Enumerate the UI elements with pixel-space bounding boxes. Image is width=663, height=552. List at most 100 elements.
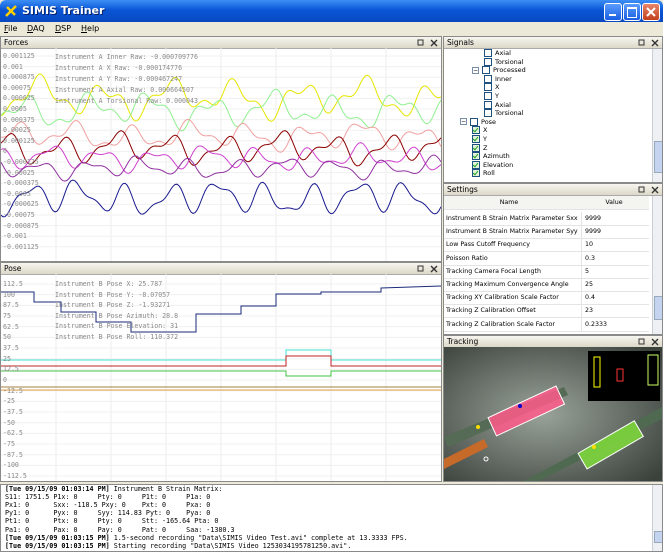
minimize-button[interactable] [604, 3, 622, 21]
setting-value: 9999 [581, 212, 601, 225]
table-row[interactable]: Instrument B Strain Matrix Parameter Syy… [444, 225, 649, 239]
checkbox[interactable] [472, 126, 480, 134]
checkbox[interactable] [484, 75, 492, 83]
readout: Instrument B Pose Elevation: 31 [55, 322, 178, 330]
tree-item[interactable]: Elevation [472, 161, 513, 169]
scrollbar[interactable] [652, 196, 662, 335]
axis-label: -0.000375 [3, 179, 39, 187]
checkbox[interactable] [484, 83, 492, 91]
checkbox[interactable] [472, 135, 480, 143]
expander[interactable]: − [472, 67, 479, 74]
setting-value: 9999 [581, 225, 601, 238]
axis-label: 87.5 [3, 301, 19, 309]
setting-value: 0.3 [581, 252, 595, 265]
log-timestamp: [Tue 09/15/09 01:03:14 PM] [5, 485, 110, 493]
tree-label: Axial [495, 49, 511, 57]
tracking-panel: Tracking [443, 335, 663, 482]
float-button[interactable] [639, 187, 644, 192]
close-button[interactable] [642, 3, 660, 21]
float-button[interactable] [418, 40, 423, 45]
tree-item[interactable]: Roll [472, 169, 495, 177]
close-button[interactable] [652, 339, 658, 345]
axis-label: 0 [3, 147, 7, 155]
log-line: [Tue 09/15/09 01:03:15 PM] 1.5-second re… [5, 534, 408, 542]
menu-item[interactable]: DAQ [27, 24, 45, 33]
log-line: [Tue 09/15/09 01:03:14 PM] Instrument B … [5, 485, 222, 493]
log-line: Px1: 0 Sxx: -118.5 Pxy: 0 Pxt: 0 Pxa: 0 [5, 501, 210, 509]
tree-item[interactable]: Z [472, 144, 487, 152]
axis-label: 0.00075 [3, 84, 31, 92]
float-button[interactable] [639, 40, 644, 45]
app-icon [4, 4, 18, 18]
axis-label: 0.001 [3, 63, 23, 71]
checkbox[interactable] [484, 49, 492, 57]
checkbox[interactable] [472, 161, 480, 169]
scrollbar[interactable] [652, 485, 662, 551]
readout: Instrument A Inner Raw: -0.000709776 [55, 53, 198, 61]
readout: Instrument B Pose Z: -1.93271 [55, 301, 170, 309]
tree-item[interactable]: Inner [484, 75, 512, 83]
close-button[interactable] [431, 266, 437, 272]
checkbox[interactable] [484, 109, 492, 117]
tree-item[interactable]: Torsional [484, 58, 524, 66]
tree-item[interactable]: −Pose [460, 118, 496, 126]
tree-item[interactable]: X [472, 126, 487, 134]
close-button[interactable] [652, 40, 658, 46]
title-bar: SIMIS Trainer [0, 0, 663, 22]
axis-label: -75 [3, 440, 15, 448]
checkbox[interactable] [484, 58, 492, 66]
log-text: Py1: 0 Pyx: 0 Syy: 114.83 Pyt: 0 Pya: 0 [5, 509, 210, 517]
tree-item[interactable]: −Processed [472, 66, 526, 74]
log-timestamp: [Tue 09/15/09 01:03:15 PM] [5, 542, 110, 550]
tree-label: Z [483, 144, 487, 152]
axis-label: -0.001 [3, 232, 27, 240]
expander[interactable]: − [460, 118, 467, 125]
checkbox[interactable] [470, 118, 478, 126]
panel-title: Signals [444, 37, 662, 49]
maximize-button[interactable] [623, 3, 641, 21]
checkbox[interactable] [472, 169, 480, 177]
log-line: Pa1: 0 Pax: 0 Pay: 0 Pat: 0 Saa: -1380.3 [5, 526, 235, 534]
axis-label: 0 [3, 376, 7, 384]
axis-label: -0.000125 [3, 158, 39, 166]
pose-panel: Pose 112.510087.57562.55037.52512.50-12.… [0, 262, 442, 482]
tree-item[interactable]: X [484, 83, 499, 91]
tree-label: Azimuth [483, 152, 510, 160]
camera-view [444, 347, 662, 481]
menu-item[interactable]: DSP [55, 24, 71, 33]
tree-item[interactable]: Axial [484, 101, 511, 109]
tree-item[interactable]: Axial [484, 49, 511, 57]
menu-item[interactable]: Help [81, 24, 99, 33]
scrollbar[interactable] [652, 49, 662, 183]
table-row[interactable]: Instrument B Strain Matrix Parameter Sxx… [444, 212, 649, 226]
float-button[interactable] [418, 266, 423, 271]
checkbox[interactable] [484, 101, 492, 109]
checkbox[interactable] [484, 92, 492, 100]
setting-name: Tracking Camera Focal Length [446, 265, 541, 278]
checkbox[interactable] [482, 66, 490, 74]
float-button[interactable] [639, 339, 644, 344]
setting-value: 23 [581, 304, 593, 317]
tree-item[interactable]: Torsional [484, 109, 524, 117]
checkbox[interactable] [472, 144, 480, 152]
checkbox[interactable] [472, 152, 480, 160]
tree-item[interactable]: Azimuth [472, 152, 510, 160]
tree-label: X [483, 126, 487, 134]
setting-value: 0.4 [581, 291, 595, 304]
tree-item[interactable]: Y [484, 92, 499, 100]
panel-buttons [417, 264, 439, 274]
menu-bar: File DAQ DSP Help [0, 22, 663, 36]
close-button[interactable] [652, 187, 658, 193]
log-text: Instrument B Strain Matrix: [110, 485, 223, 493]
close-button[interactable] [431, 40, 437, 46]
menu-item[interactable]: File [4, 24, 17, 33]
readout: Instrument A Y Raw: -0.000467247 [55, 75, 182, 83]
tree-item[interactable]: Y [472, 135, 487, 143]
